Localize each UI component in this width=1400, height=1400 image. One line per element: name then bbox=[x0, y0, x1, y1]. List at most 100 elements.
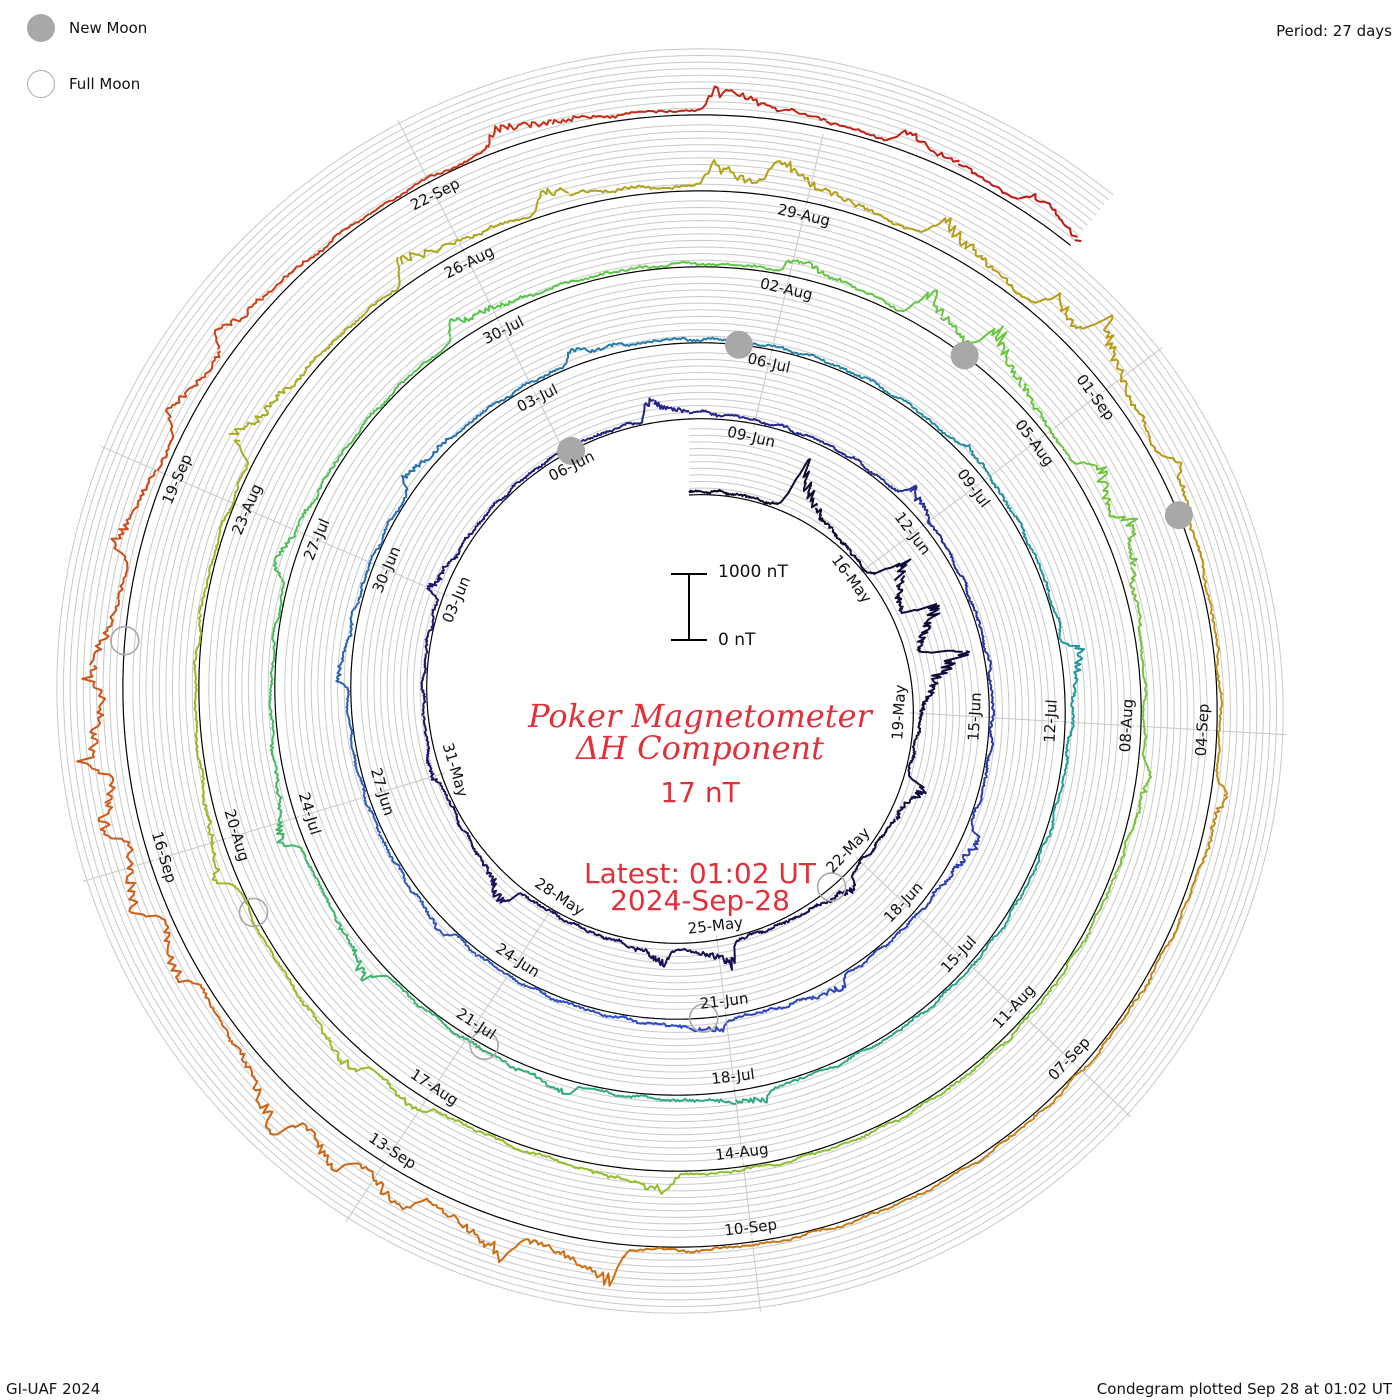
trace-segment bbox=[486, 119, 552, 148]
trace-segment bbox=[399, 238, 459, 265]
trace-segment bbox=[743, 1157, 799, 1171]
trace-segment bbox=[689, 159, 751, 187]
trace-segment bbox=[802, 458, 818, 509]
trace-segment bbox=[1036, 1069, 1083, 1116]
trace-segment bbox=[1050, 430, 1096, 467]
trace-segment bbox=[601, 936, 631, 949]
new-moon-marker bbox=[950, 341, 979, 370]
trace-segment bbox=[391, 979, 429, 1013]
data-trace bbox=[76, 85, 1229, 1287]
trace-segment bbox=[793, 259, 843, 283]
trace-segment bbox=[490, 291, 542, 310]
trace-segment bbox=[1018, 193, 1078, 238]
trace-segment bbox=[201, 785, 215, 844]
trace-segment bbox=[163, 924, 198, 985]
radial-divider bbox=[465, 255, 500, 322]
trace-segment bbox=[76, 734, 116, 804]
radial-divider bbox=[429, 1032, 471, 1095]
trace-segment bbox=[748, 160, 812, 188]
trace-segment bbox=[357, 561, 372, 602]
trace-segment bbox=[632, 1172, 690, 1195]
trace-segment bbox=[465, 1038, 508, 1064]
trace-segment bbox=[551, 113, 621, 125]
radial-divider bbox=[512, 905, 555, 968]
date-label: 04-Sep bbox=[1192, 703, 1213, 757]
trace-segment bbox=[493, 381, 531, 405]
trace-segment bbox=[467, 510, 490, 537]
trace-segment bbox=[831, 528, 850, 551]
radial-divider bbox=[805, 133, 824, 207]
radial-divider bbox=[910, 909, 966, 961]
trace-segment bbox=[787, 427, 820, 442]
trace-segment bbox=[894, 574, 906, 610]
trace-segment bbox=[852, 372, 891, 395]
trace-segment bbox=[1141, 726, 1152, 782]
scale-bar bbox=[671, 573, 707, 641]
trace-segment bbox=[386, 489, 408, 527]
trace-segment bbox=[422, 715, 430, 747]
radial-divider bbox=[379, 566, 448, 597]
trace-segment bbox=[557, 1250, 625, 1287]
trace-segment bbox=[651, 1021, 690, 1029]
date-label: 15-Jun bbox=[964, 692, 985, 742]
date-label: 20-Aug bbox=[221, 807, 254, 863]
trace-segment bbox=[379, 371, 415, 409]
trace-segment bbox=[351, 949, 393, 982]
trace-segment bbox=[565, 346, 607, 364]
trace-segment bbox=[721, 413, 757, 421]
new-moon-marker bbox=[724, 330, 753, 359]
trace-segment bbox=[258, 1103, 319, 1143]
trace-segment bbox=[734, 1084, 782, 1104]
radial-divider bbox=[965, 961, 1021, 1013]
date-label: 16-Sep bbox=[148, 829, 180, 885]
radial-divider bbox=[1076, 1065, 1131, 1118]
trace-segment bbox=[875, 1186, 935, 1215]
trace-segment bbox=[718, 936, 746, 971]
trace-segment bbox=[620, 109, 690, 117]
trace-segment bbox=[987, 1114, 1038, 1156]
date-label: 07-Sep bbox=[1044, 1033, 1093, 1084]
radial-divider bbox=[733, 1086, 744, 1161]
trace-segment bbox=[938, 965, 973, 999]
date-label: 01-Sep bbox=[1073, 371, 1119, 424]
trace-segment bbox=[505, 1062, 549, 1088]
trace-segment bbox=[1110, 831, 1132, 883]
trace-segment bbox=[814, 1211, 876, 1233]
trace-segment bbox=[426, 587, 440, 624]
trace-segment bbox=[449, 535, 470, 563]
trace-segment bbox=[430, 776, 451, 804]
date-label: 08-Aug bbox=[1116, 698, 1137, 752]
trace-segment bbox=[479, 855, 497, 886]
trace-segment bbox=[994, 325, 1023, 388]
trace-segment bbox=[549, 910, 577, 926]
full-moon-marker bbox=[110, 625, 140, 656]
trace-segment bbox=[877, 818, 896, 842]
trace-segment bbox=[273, 578, 285, 628]
trace-segment bbox=[577, 1004, 615, 1019]
trace-segment bbox=[424, 623, 435, 655]
trace-segment bbox=[369, 176, 428, 216]
trace-segment bbox=[528, 362, 568, 384]
trace-segment bbox=[274, 772, 283, 824]
trace-segment bbox=[420, 653, 427, 686]
radial-divider bbox=[1212, 730, 1287, 736]
date-label: 05-Aug bbox=[1011, 416, 1057, 470]
trace-segment bbox=[841, 280, 889, 305]
trace-segment bbox=[758, 102, 827, 122]
trace-segment bbox=[461, 403, 495, 430]
trace-segment bbox=[957, 163, 1019, 201]
trace-segment bbox=[876, 474, 918, 493]
trace-segment bbox=[1141, 673, 1148, 727]
trace-segment bbox=[970, 930, 1001, 967]
legend-new-moon: New Moon bbox=[27, 14, 147, 42]
trace-segment bbox=[347, 407, 380, 447]
trace-segment bbox=[346, 601, 360, 641]
trace-segment bbox=[575, 923, 604, 938]
trace-segment bbox=[228, 394, 280, 436]
trace-segment bbox=[377, 833, 401, 868]
trace-segment bbox=[363, 796, 382, 834]
trace-segment bbox=[622, 1246, 690, 1259]
date-label: 14-Aug bbox=[714, 1140, 769, 1164]
trace-segment bbox=[745, 927, 773, 939]
trace-segment bbox=[987, 1017, 1027, 1057]
